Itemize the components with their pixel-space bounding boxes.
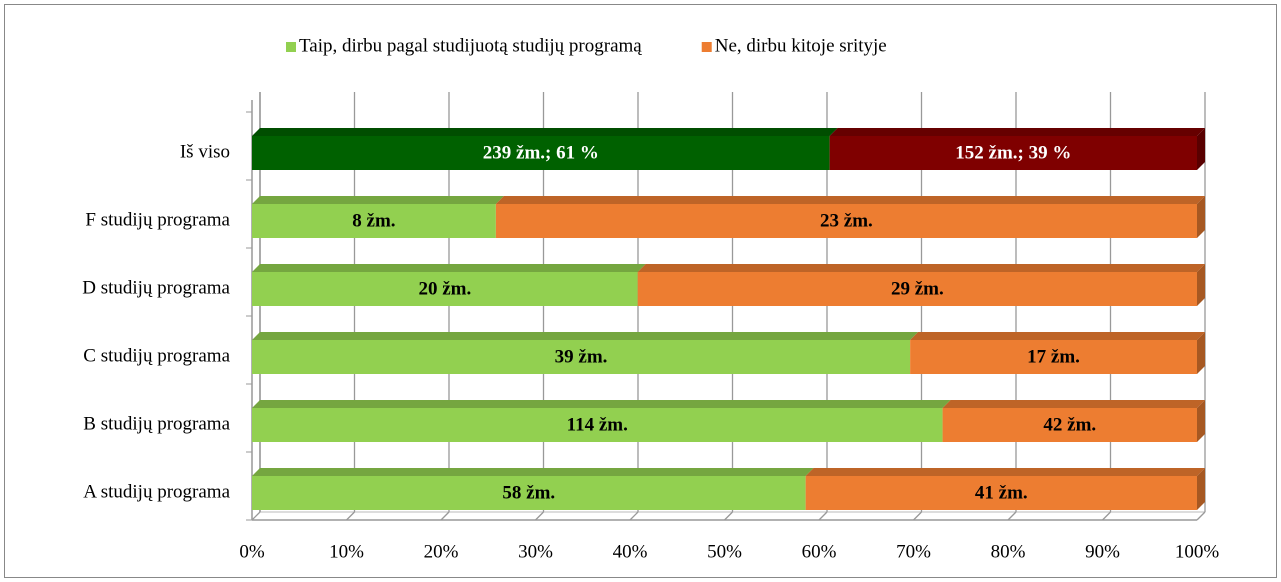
y-tick-label: B studijų programa [83,413,230,434]
grid-line [629,511,639,521]
y-tick-label: Iš viso [180,141,230,162]
bar-top [829,128,1205,136]
bar [252,476,806,510]
legend-swatch [701,42,712,52]
data-label: 20 žm. [418,278,471,299]
grid-line [251,511,261,521]
bar-top [252,264,646,272]
bar-top [495,196,1205,204]
grid-line [1102,511,1111,521]
y-tick-label: C studijų programa [83,345,230,366]
grid-line [724,511,733,521]
grid-line [440,511,450,521]
bar-top [637,264,1205,272]
legend-label: Taip, dirbu pagal studijuotą studijų pro… [299,35,642,56]
bar-side [1197,264,1205,306]
data-label: 42 žm. [1043,414,1096,435]
x-tick-label: 70% [896,541,931,562]
grid-line [1196,511,1206,521]
bar-top [252,196,504,204]
x-tick-label: 100% [1175,541,1220,562]
x-tick-label: 90% [1085,541,1120,562]
grid-line [535,511,544,521]
bar-top [252,128,838,136]
bar-top [805,468,1205,476]
y-tick-label: F studijų programa [85,209,230,230]
bar [252,340,911,374]
bar [495,204,1197,238]
bar-top [942,400,1205,408]
data-label: 58 žm. [502,482,555,503]
data-label: 152 žm.; 39 % [955,142,1071,163]
bar-side [1197,196,1205,238]
bar [252,272,638,306]
data-label: 17 žm. [1027,346,1080,367]
data-label: 239 žm.; 61 % [483,142,599,163]
bar [910,340,1197,374]
bar [637,272,1197,306]
bar-top [252,468,814,476]
legend-label: Ne, dirbu kitoje srityje [715,35,887,56]
bar-top [910,332,1205,340]
data-label: 39 žm. [555,346,608,367]
bar [252,408,943,442]
bar [252,204,496,238]
data-label: 23 žm. [820,210,873,231]
bar [252,136,830,170]
grid-line [346,511,355,521]
bar-side [1197,128,1205,170]
bar-side [1197,332,1205,374]
legend-swatch [286,42,296,52]
x-tick-label: 40% [613,541,648,562]
bar [942,408,1197,442]
data-label: 41 žm. [975,482,1028,503]
x-tick-label: 80% [991,541,1026,562]
bar [805,476,1197,510]
x-tick-label: 20% [424,541,459,562]
y-tick-label: A studijų programa [83,481,230,502]
grid-line [913,511,922,521]
x-tick-label: 50% [707,541,742,562]
grid-line [818,511,828,521]
data-label: 114 žm. [567,414,628,435]
data-label: 29 žm. [891,278,944,299]
bar-top [252,400,951,408]
bar-top [252,332,919,340]
bar [829,136,1197,170]
x-tick-label: 0% [239,541,265,562]
y-tick-label: D studijų programa [82,277,230,298]
x-tick-label: 60% [802,541,837,562]
bar-side [1197,468,1205,510]
bar-side [1197,400,1205,442]
x-tick-label: 30% [518,541,553,562]
data-label: 8 žm. [352,210,395,231]
grid-line [1007,511,1017,521]
x-tick-label: 10% [329,541,364,562]
